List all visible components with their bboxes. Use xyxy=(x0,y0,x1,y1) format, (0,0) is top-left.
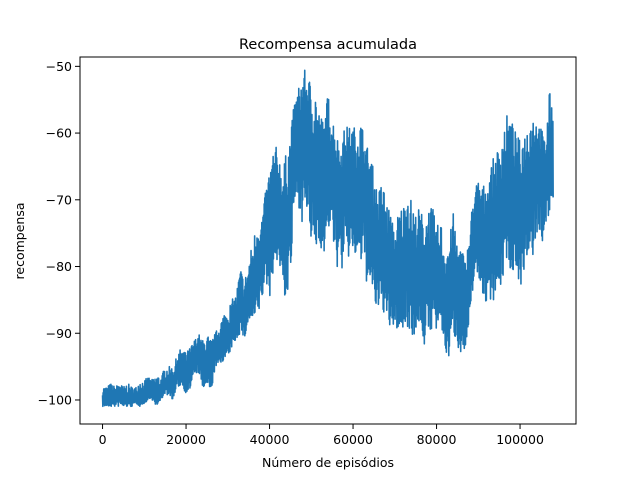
x-tick-label: 100000 xyxy=(496,432,544,447)
x-tick-label: 80000 xyxy=(417,432,457,447)
x-tick-label: 40000 xyxy=(250,432,290,447)
x-tick-label: 60000 xyxy=(333,432,373,447)
y-tick-label: −100 xyxy=(38,392,72,407)
y-tick-label: −80 xyxy=(46,259,72,274)
y-tick-label: −50 xyxy=(46,59,72,74)
x-tick-label: 20000 xyxy=(166,432,206,447)
data-layer xyxy=(101,69,554,408)
series-line xyxy=(101,69,554,408)
x-axis-label: Número de episódios xyxy=(262,455,394,470)
axes-frame xyxy=(79,56,577,425)
chart-title: Recompensa acumulada xyxy=(239,37,417,53)
y-tick-label: −70 xyxy=(46,192,72,207)
y-axis-ticks: −100 −90 −80 −70 −60 −50 xyxy=(38,59,80,407)
x-axis-ticks: 0 20000 40000 60000 80000 100000 xyxy=(99,424,544,447)
y-tick-label: −90 xyxy=(46,326,72,341)
y-tick-label: −60 xyxy=(46,126,72,141)
x-tick-label: 0 xyxy=(99,432,107,447)
y-axis-label: recompensa xyxy=(12,203,27,280)
